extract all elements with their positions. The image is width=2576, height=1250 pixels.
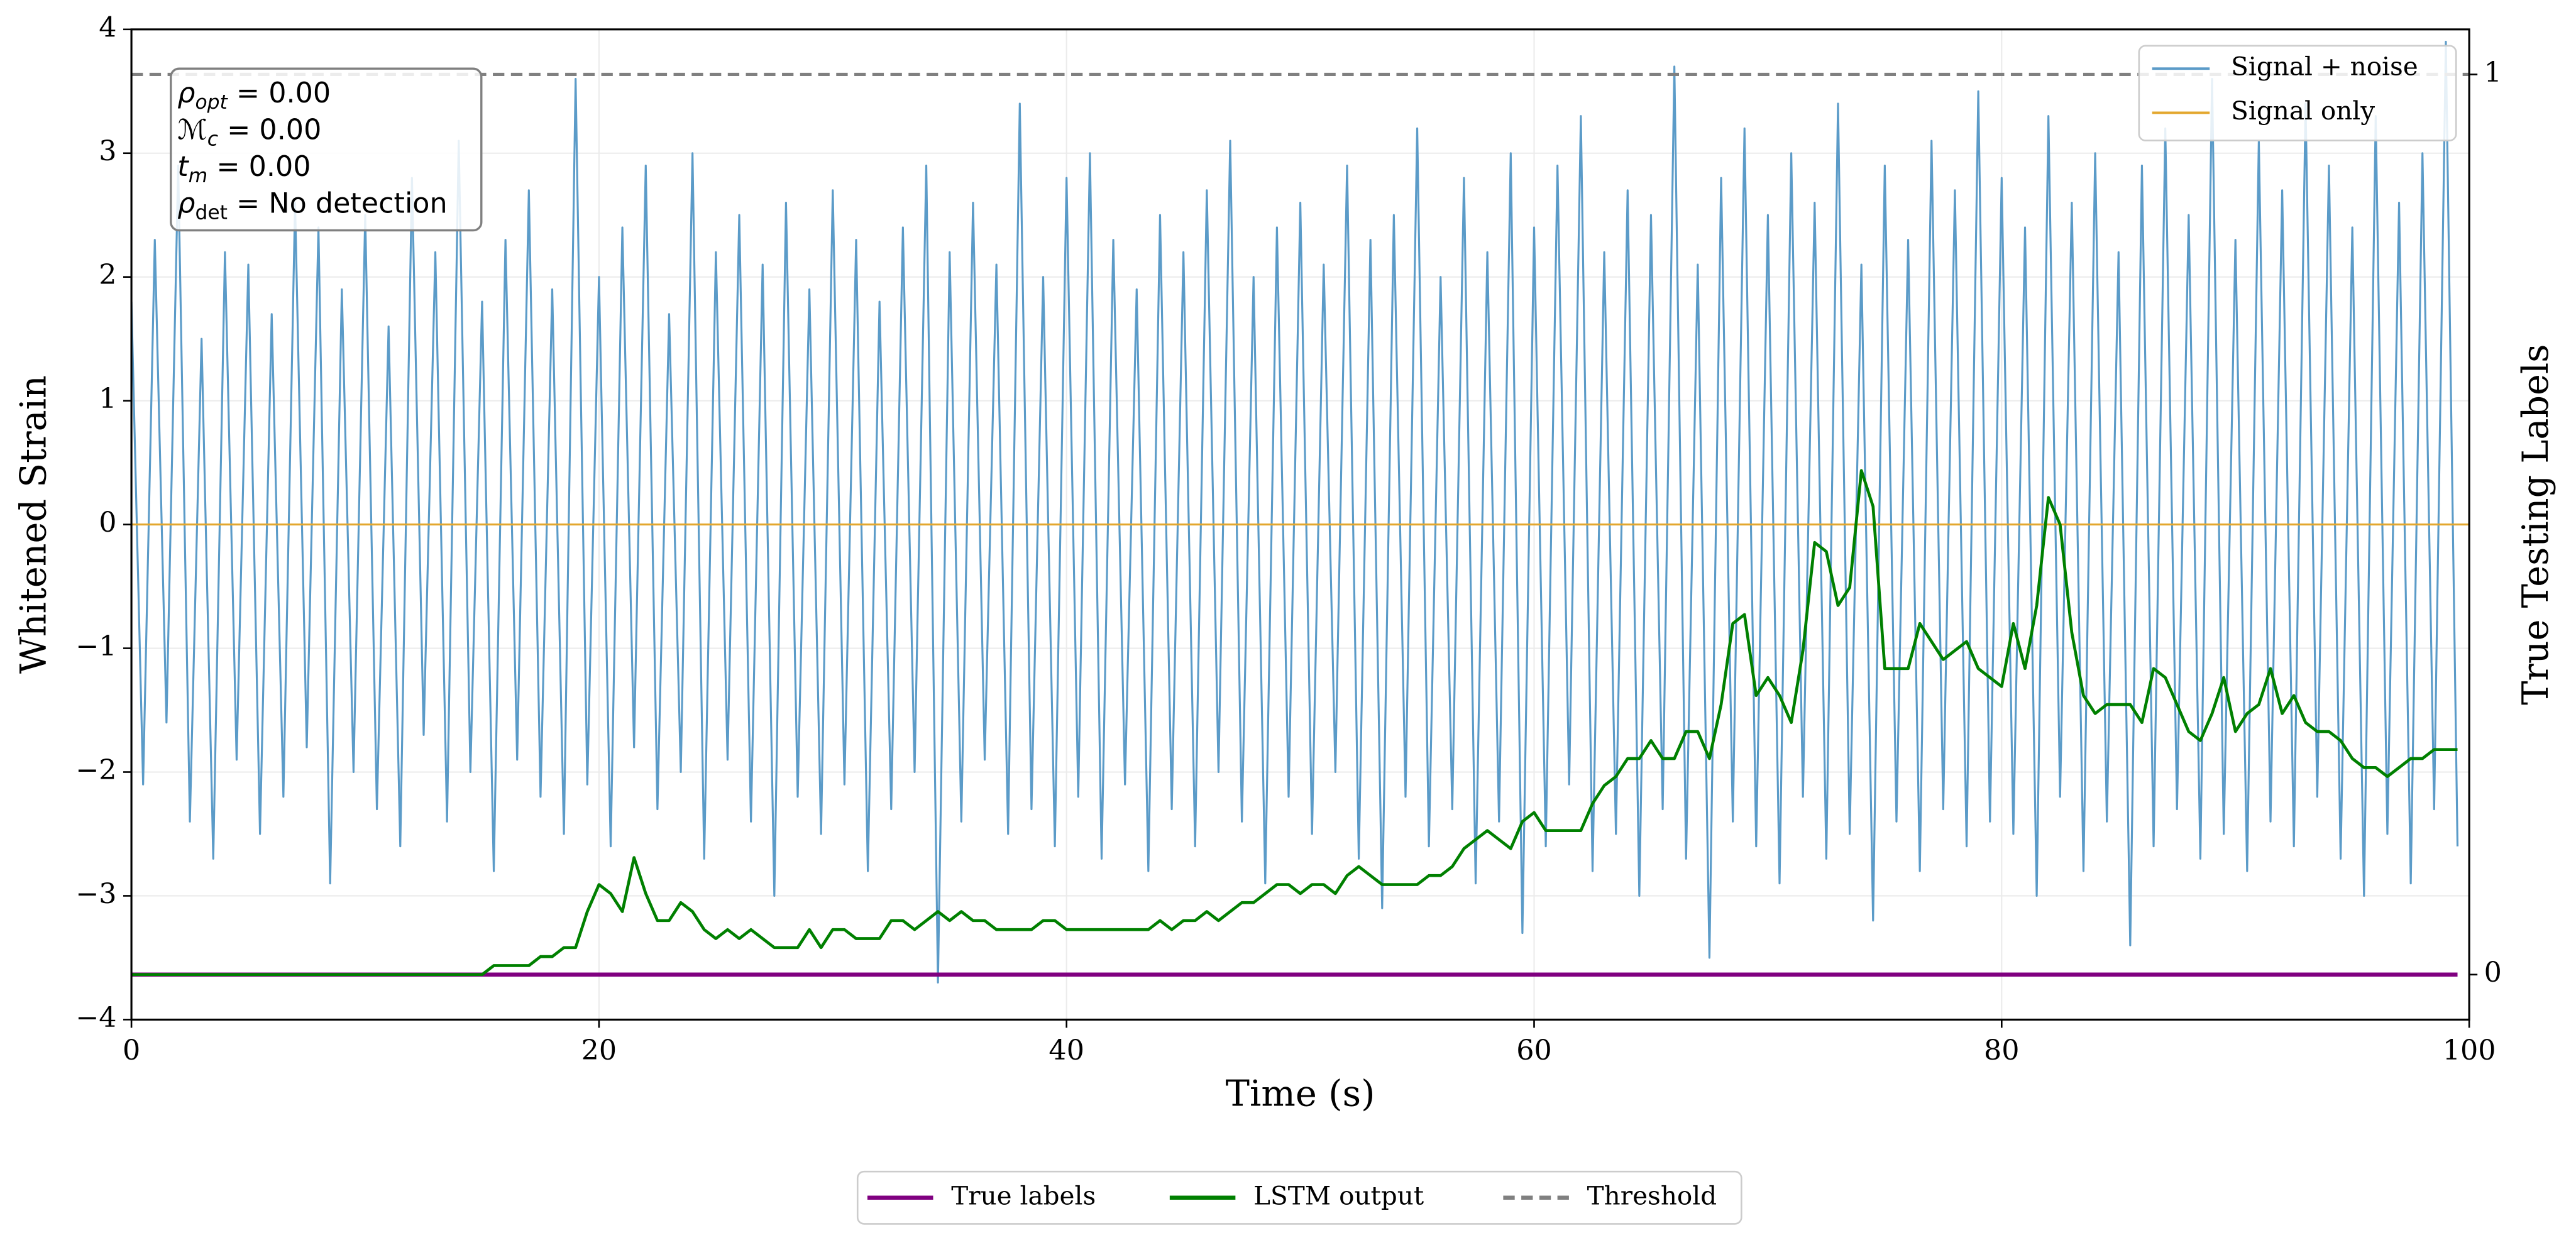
annotation: ℳc = 0.00 [177, 114, 321, 150]
annotation-symbol: ρ [177, 77, 195, 109]
annotation-text: = 0.00 [218, 114, 321, 146]
y-tick-label: 4 [99, 11, 116, 43]
legend-label: Signal + noise [2231, 52, 2418, 82]
annotation-text: = 0.00 [228, 77, 331, 109]
legend-box [2138, 45, 2457, 141]
legend-label: LSTM output [1253, 1180, 1424, 1210]
annotation: tm = 0.00 [177, 151, 311, 187]
x-tick-label: 0 [123, 1034, 140, 1066]
y-axis-title: Whitened Strain [12, 375, 54, 674]
y-tick-label: 3 [99, 135, 116, 167]
x-tick-label: 60 [1516, 1034, 1552, 1066]
annotation-subscript: m [189, 165, 208, 187]
legend-label: True labels [951, 1180, 1096, 1210]
y-tick-label: 1 [99, 383, 116, 415]
y-tick-label: 0 [99, 507, 116, 539]
y-tick-label: −3 [75, 878, 116, 910]
x-tick-label: 40 [1049, 1034, 1084, 1066]
legend-label: Threshold [1587, 1180, 1717, 1210]
annotation-symbol: t [177, 151, 189, 183]
y-tick-label: −4 [75, 1002, 116, 1034]
series-line [130, 40, 2459, 984]
y-tick-label: −2 [75, 754, 116, 786]
series-line [131, 469, 2458, 977]
annotation-box [170, 67, 483, 232]
annotation-text: = 0.00 [207, 151, 311, 183]
x-tick-label: 20 [581, 1034, 617, 1066]
annotation-text: = No detection [228, 187, 448, 219]
annotation: ρdet = No detection [177, 187, 447, 224]
y2-axis-title: True Testing Labels [2514, 344, 2557, 704]
annotation-subscript: det [195, 201, 227, 224]
annotation: ρopt = 0.00 [177, 77, 331, 114]
y2-tick-label: 1 [2484, 57, 2502, 89]
y-tick-label: −1 [75, 630, 116, 662]
y2-tick-label: 0 [2484, 957, 2502, 989]
annotation-subscript: c [207, 128, 218, 150]
annotation-symbol: ρ [177, 187, 195, 219]
y-tick-label: 2 [99, 259, 116, 291]
annotation-symbol: ℳ [177, 114, 207, 146]
x-tick-label: 100 [2443, 1034, 2496, 1066]
x-axis-title: Time (s) [1226, 1073, 1375, 1115]
legend-box [856, 1170, 1742, 1225]
annotation-subscript: opt [195, 91, 228, 114]
legend-label: Signal only [2231, 96, 2375, 126]
x-tick-label: 80 [1984, 1034, 2020, 1066]
